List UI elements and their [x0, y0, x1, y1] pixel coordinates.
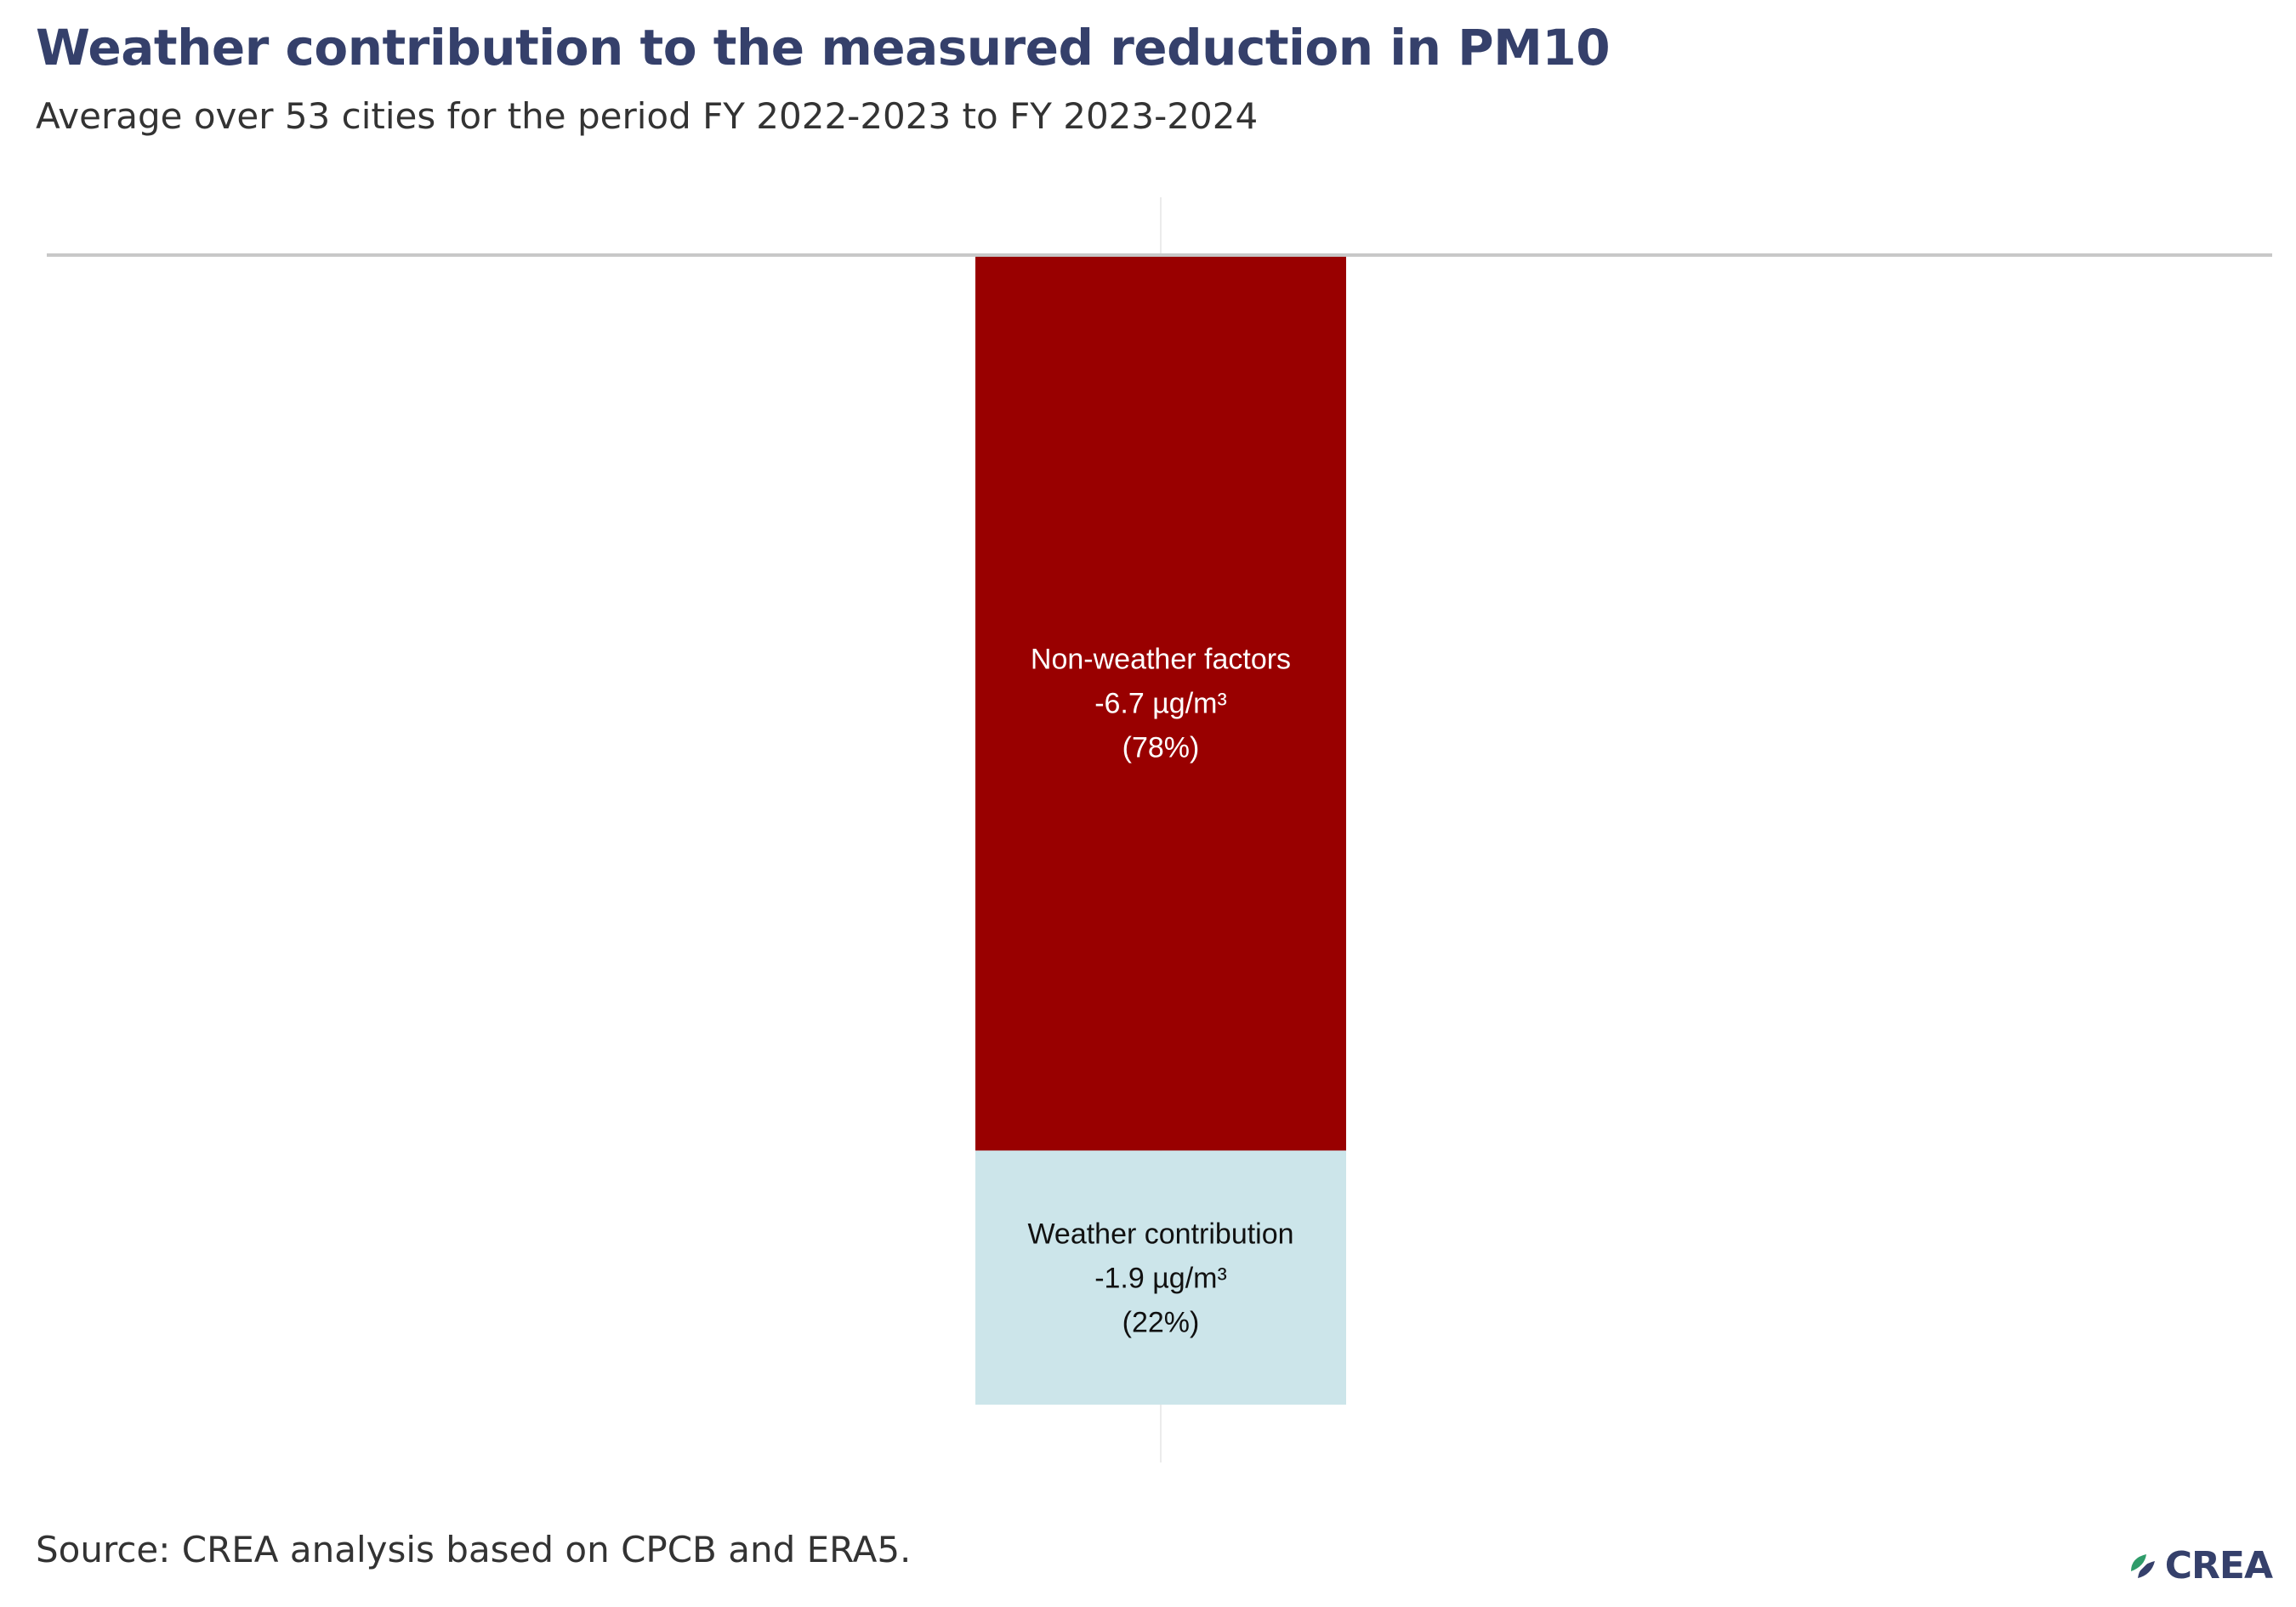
source-note: Source: CREA analysis based on CPCB and …: [36, 1529, 912, 1570]
crea-logo-text: CREA: [2164, 1544, 2273, 1587]
bar-segment-1: [975, 1150, 1346, 1405]
data-label-0-2: (78%): [1122, 732, 1200, 764]
data-label-1-1: -1.9 µg/m³: [1094, 1263, 1227, 1295]
data-label-1-2: (22%): [1122, 1307, 1200, 1339]
crea-logo: CREA: [2126, 1544, 2273, 1587]
data-label-1-0: Weather contribution: [1027, 1218, 1293, 1251]
crea-leaf-icon: [2128, 1553, 2155, 1581]
bar-segment-0: [975, 255, 1346, 1151]
data-label-0-0: Non-weather factors: [1031, 644, 1291, 676]
chart-title: Weather contribution to the measured red…: [36, 19, 1611, 77]
chart-subtitle: Average over 53 cities for the period FY…: [36, 95, 1259, 137]
data-label-0-1: -6.7 µg/m³: [1094, 688, 1227, 720]
